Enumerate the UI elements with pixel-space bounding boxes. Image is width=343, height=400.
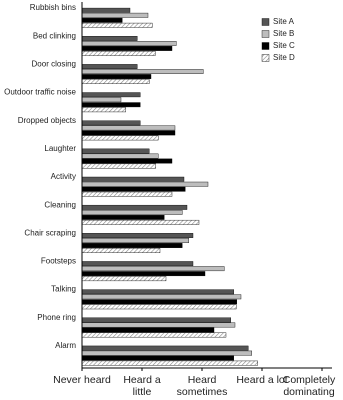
bar: [81, 64, 138, 69]
bar: [81, 243, 183, 248]
bar: [81, 79, 150, 84]
bar: [81, 153, 159, 159]
category-label: Rubbish bins: [30, 3, 76, 12]
bar: [81, 102, 141, 108]
legend-label: Site D: [273, 53, 295, 62]
legend-swatch: [261, 42, 270, 50]
bar: [81, 317, 232, 323]
bar: [81, 17, 123, 23]
legend-label: Site A: [273, 17, 295, 26]
category-label: Outdoor traffic noise: [4, 88, 76, 97]
category-label: Bed clinking: [33, 31, 76, 40]
plot: Rubbish bins Bed clinking Door closing Outd…: [4, 2, 332, 371]
bar: [81, 266, 225, 272]
bar: [81, 261, 194, 267]
category-label: Alarm: [55, 341, 76, 350]
bar: [81, 327, 215, 333]
bar: [81, 7, 131, 13]
bar: [81, 176, 185, 182]
category-label: Phone ring: [37, 313, 76, 322]
bar: [81, 130, 176, 136]
legend-swatch: [261, 54, 270, 62]
category-label: Talking: [51, 285, 76, 294]
category-label: Activity: [51, 172, 76, 181]
bar: [81, 36, 138, 41]
bar: [81, 97, 122, 103]
category-label: Dropped objects: [18, 116, 76, 125]
bar: [81, 74, 152, 79]
bar: [81, 299, 238, 305]
bar: [81, 350, 253, 356]
bar: [81, 289, 235, 295]
bar: [81, 209, 183, 215]
x-tick-label: Heard a little: [123, 374, 161, 398]
bar: [81, 271, 206, 277]
bar: [81, 120, 141, 126]
bar: [81, 51, 156, 56]
bar: [81, 204, 188, 210]
bar: [81, 248, 161, 253]
legend-label: Site B: [273, 29, 294, 38]
bar: [81, 191, 173, 197]
bar: [81, 355, 235, 361]
bar: [81, 238, 190, 243]
bar: [81, 107, 126, 113]
bar: [81, 148, 150, 154]
bar: [81, 92, 141, 98]
bar: [81, 304, 237, 310]
bar: [81, 181, 209, 187]
bar: [81, 345, 249, 351]
bar: [81, 332, 227, 338]
bar: [81, 69, 204, 74]
category-label: Laughter: [44, 144, 76, 153]
category-label: Door closing: [32, 59, 76, 68]
bar: [81, 294, 242, 300]
bar: [81, 322, 236, 328]
legend-swatch: [261, 30, 270, 38]
x-tick-label: Heard a lot: [236, 374, 288, 386]
x-tick-label: Completely dominating: [282, 374, 336, 398]
bar: [81, 22, 153, 28]
bar: [81, 186, 186, 192]
bar: [81, 214, 165, 220]
x-tick-label: Never heard: [53, 374, 111, 386]
bar: [81, 276, 167, 282]
bar: [81, 135, 159, 141]
bar: [81, 46, 173, 51]
category-label: Footsteps: [41, 257, 76, 266]
bar: [81, 158, 173, 164]
legend-label: Site C: [273, 41, 295, 50]
bar: [81, 163, 157, 169]
category-label: Chair scraping: [24, 228, 76, 237]
bar: [81, 41, 177, 46]
bar: [81, 125, 176, 131]
bar: [81, 233, 194, 238]
bar: [81, 219, 200, 225]
bar: [81, 12, 149, 18]
bar: [81, 360, 259, 366]
legend-swatch: [261, 18, 270, 26]
x-tick-label: Heard sometimes: [176, 374, 228, 398]
category-label: Cleaning: [44, 200, 76, 209]
